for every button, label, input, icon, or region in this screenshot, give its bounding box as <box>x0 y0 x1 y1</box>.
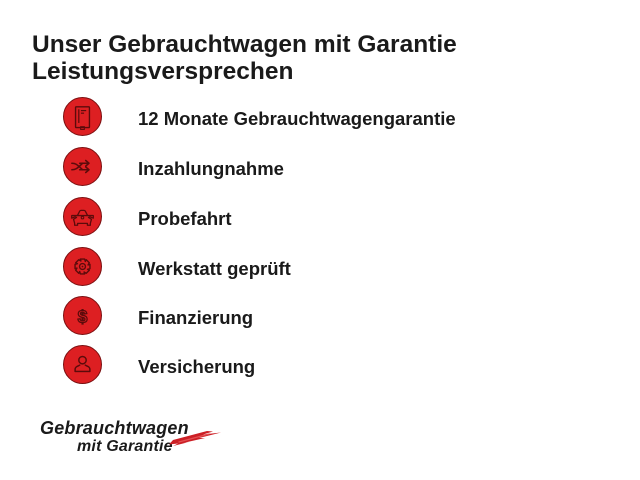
svg-text:$: $ <box>78 306 88 326</box>
